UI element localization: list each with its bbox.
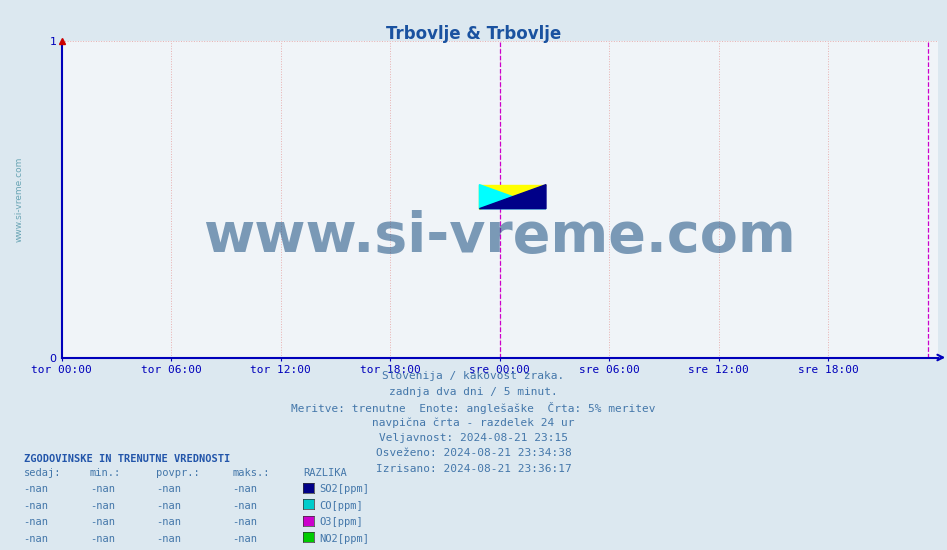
Text: RAZLIKA: RAZLIKA	[303, 468, 347, 478]
Text: min.:: min.:	[90, 468, 121, 478]
Text: -nan: -nan	[24, 517, 48, 527]
Text: -nan: -nan	[90, 517, 115, 527]
Text: Izrisano: 2024-08-21 23:36:17: Izrisano: 2024-08-21 23:36:17	[376, 464, 571, 474]
Text: -nan: -nan	[90, 500, 115, 511]
Text: -nan: -nan	[156, 534, 181, 544]
Text: -nan: -nan	[232, 500, 257, 511]
Text: -nan: -nan	[90, 534, 115, 544]
Text: -nan: -nan	[90, 485, 115, 494]
Text: CO[ppm]: CO[ppm]	[319, 500, 363, 511]
Text: -nan: -nan	[232, 534, 257, 544]
Text: ZGODOVINSKE IN TRENUTNE VREDNOSTI: ZGODOVINSKE IN TRENUTNE VREDNOSTI	[24, 454, 230, 464]
Text: Osveženo: 2024-08-21 23:34:38: Osveženo: 2024-08-21 23:34:38	[376, 448, 571, 458]
Text: SO2[ppm]: SO2[ppm]	[319, 485, 369, 494]
Text: -nan: -nan	[232, 517, 257, 527]
Text: www.si-vreme.com: www.si-vreme.com	[204, 210, 795, 265]
Polygon shape	[479, 185, 546, 208]
Text: -nan: -nan	[156, 500, 181, 511]
Text: O3[ppm]: O3[ppm]	[319, 517, 363, 527]
Text: Veljavnost: 2024-08-21 23:15: Veljavnost: 2024-08-21 23:15	[379, 433, 568, 443]
Text: -nan: -nan	[156, 485, 181, 494]
Text: www.si-vreme.com: www.si-vreme.com	[15, 157, 24, 242]
Text: maks.:: maks.:	[232, 468, 270, 478]
Polygon shape	[479, 185, 546, 208]
Text: povpr.:: povpr.:	[156, 468, 200, 478]
Text: sedaj:: sedaj:	[24, 468, 62, 478]
Text: zadnja dva dni / 5 minut.: zadnja dva dni / 5 minut.	[389, 387, 558, 397]
Text: -nan: -nan	[156, 517, 181, 527]
Text: -nan: -nan	[232, 485, 257, 494]
Text: -nan: -nan	[24, 534, 48, 544]
Text: navpična črta - razdelek 24 ur: navpična črta - razdelek 24 ur	[372, 417, 575, 428]
Text: Slovenija / kakovost zraka.: Slovenija / kakovost zraka.	[383, 371, 564, 381]
Text: Meritve: trenutne  Enote: anglešaške  Črta: 5% meritev: Meritve: trenutne Enote: anglešaške Črta…	[292, 402, 655, 414]
Text: -nan: -nan	[24, 485, 48, 494]
Text: -nan: -nan	[24, 500, 48, 511]
Text: Trbovlje & Trbovlje: Trbovlje & Trbovlje	[385, 25, 562, 43]
Polygon shape	[479, 185, 546, 208]
Text: NO2[ppm]: NO2[ppm]	[319, 534, 369, 544]
